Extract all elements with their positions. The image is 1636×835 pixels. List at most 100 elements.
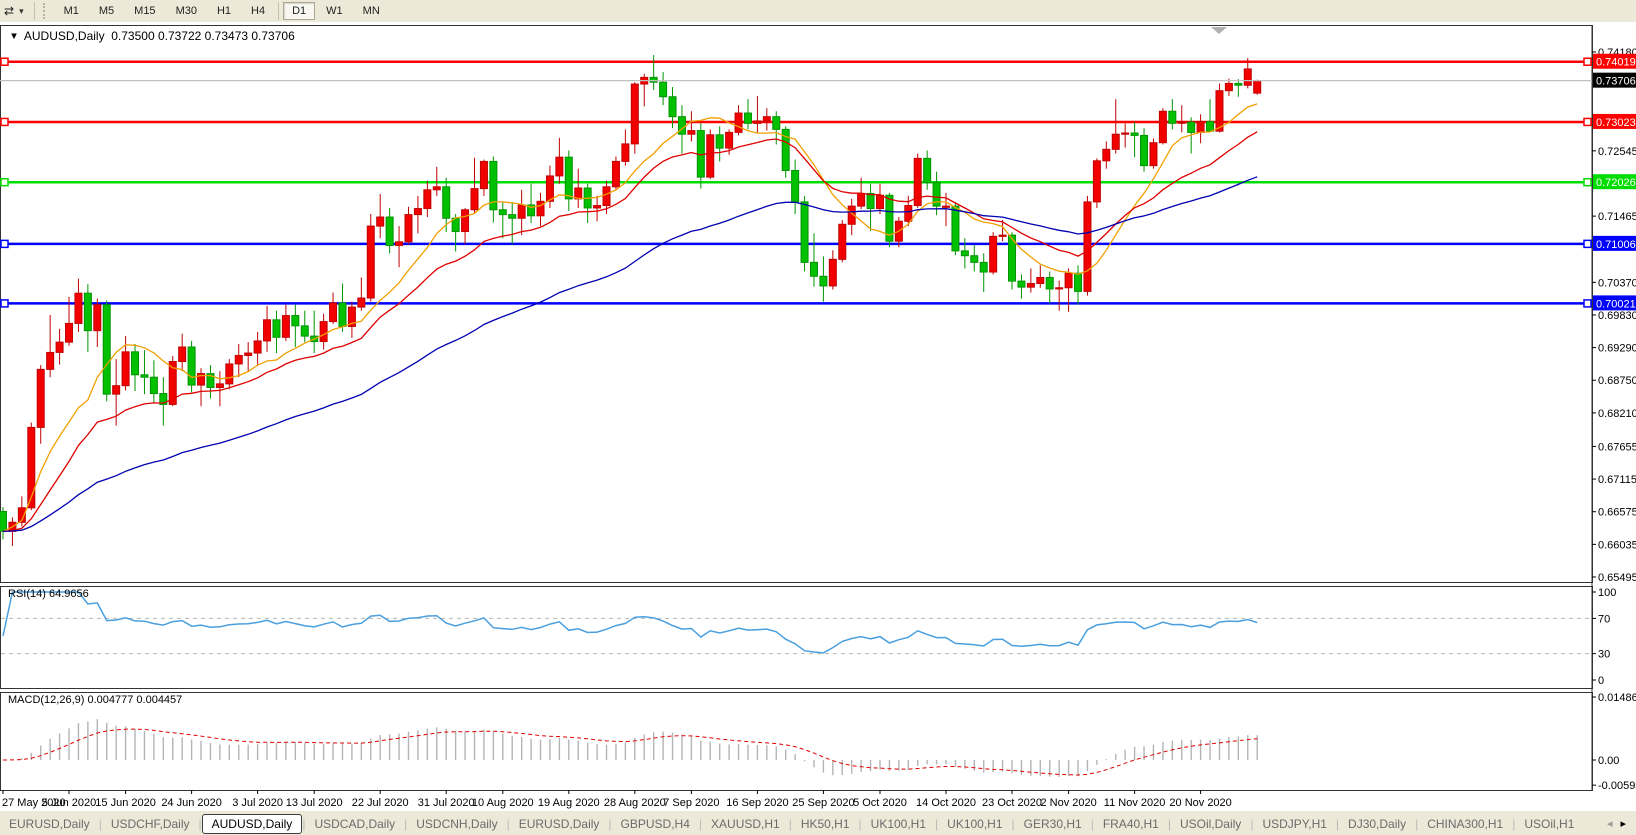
candle <box>404 214 413 243</box>
timeframe-button-H4[interactable]: H4 <box>251 5 266 17</box>
candle <box>593 205 602 209</box>
timeframe-button-M1[interactable]: M1 <box>63 5 79 17</box>
candle <box>1168 110 1177 124</box>
date-label: 20 Nov 2020 <box>1169 797 1231 809</box>
chart-tab-EURUSD-Daily[interactable]: EURUSD,Daily <box>9 816 90 831</box>
chart-shift-marker-icon[interactable] <box>1211 27 1227 34</box>
candle <box>1064 272 1073 289</box>
date-label: 27 May 2020 <box>2 797 66 809</box>
chart-tab-USDJPY-H1[interactable]: USDJPY,H1 <box>1262 816 1327 831</box>
candle <box>1177 121 1186 124</box>
candle <box>960 250 969 257</box>
candle <box>885 194 894 242</box>
price-level-label <box>1593 113 1636 129</box>
candle <box>998 234 1007 237</box>
chart-tab-USDCHF-Daily[interactable]: USDCHF,Daily <box>110 816 190 831</box>
timeframe-button-M15[interactable]: M15 <box>134 5 156 17</box>
candle <box>725 131 734 149</box>
tabs-scroll-right-icon[interactable]: ▸ <box>1620 818 1626 830</box>
candle <box>102 304 111 395</box>
tab-separator: | <box>1335 816 1340 831</box>
date-label: 2 Nov 2020 <box>1040 797 1096 809</box>
chart-tab-USOil-H1[interactable]: USOil,H1 <box>1524 816 1575 831</box>
cursor-tool-dropdown-icon[interactable]: ▾ <box>19 5 24 16</box>
candle <box>536 200 545 217</box>
price-level-value: 0.72026 <box>1596 177 1636 189</box>
price-tick-label: 0.68210 <box>1598 408 1636 420</box>
candle <box>847 205 856 225</box>
chart-tab-UK100-H1[interactable]: UK100,H1 <box>870 816 927 831</box>
candle <box>800 201 809 263</box>
date-label: 7 Sep 2020 <box>663 797 719 809</box>
line-handle[interactable] <box>0 177 9 187</box>
chart-tab-DJ30-Daily[interactable]: DJ30,Daily <box>1348 816 1407 831</box>
candle <box>489 160 498 211</box>
chart-tab-EURUSD-Daily[interactable]: EURUSD,Daily <box>518 816 600 831</box>
line-handle[interactable] <box>1583 239 1592 249</box>
tab-separator: | <box>608 816 612 831</box>
line-handle[interactable] <box>1583 177 1592 187</box>
candle <box>27 426 36 509</box>
timeframe-button-M30[interactable]: M30 <box>175 5 197 17</box>
timeframe-button-M5[interactable]: M5 <box>98 5 115 17</box>
candle <box>1017 280 1026 288</box>
chart-tab-FRA40-H1[interactable]: FRA40,H1 <box>1102 816 1159 831</box>
chart-tab-AUDUSD-Daily[interactable]: AUDUSD,Daily <box>201 813 303 834</box>
tabs-scroll-left-icon[interactable]: ◂ <box>1606 818 1613 830</box>
chart-tab-GER30-H1[interactable]: GER30,H1 <box>1023 816 1082 831</box>
timeframe-bar: M1 M5 M15 M30 H1 H4 D1 W1 MN <box>54 2 390 20</box>
tab-separator: | <box>1250 816 1254 831</box>
line-handle[interactable] <box>1583 57 1592 66</box>
candle <box>178 346 187 362</box>
timeframe-button-W1[interactable]: W1 <box>326 5 343 17</box>
chart-tab-XAUUSD-H1[interactable]: XAUUSD,H1 <box>711 816 780 831</box>
candle <box>913 157 922 207</box>
timeframe-button-D1[interactable]: D1 <box>283 2 316 20</box>
candle <box>630 83 639 145</box>
chart-tab-USOil-Daily[interactable]: USOil,Daily <box>1179 816 1242 831</box>
candle <box>734 112 743 133</box>
candle <box>1224 82 1233 92</box>
line-handle[interactable] <box>0 239 9 249</box>
line-handle[interactable] <box>1583 117 1592 127</box>
timeframe-button-H1[interactable]: H1 <box>216 5 232 17</box>
chart-tab-UK100-H1[interactable]: UK100,H1 <box>947 816 1003 831</box>
chart-tab-GBPUSD-H4[interactable]: GBPUSD,H4 <box>620 816 690 831</box>
candle <box>923 157 932 184</box>
candle <box>1253 80 1262 94</box>
line-handle[interactable] <box>1583 299 1592 308</box>
candle <box>809 261 818 277</box>
moving-average-mid <box>2 131 1258 533</box>
timeframe-button-MN[interactable]: MN <box>362 5 380 17</box>
candle <box>687 130 696 135</box>
tab-separator: | <box>788 816 792 831</box>
candle <box>168 360 177 405</box>
rsi-panel[interactable] <box>0 586 1593 689</box>
candle <box>272 319 281 338</box>
line-handle[interactable] <box>0 117 9 127</box>
cursor-tool-icon[interactable]: ⇄ <box>4 4 15 18</box>
candle <box>1158 110 1167 144</box>
chart-tab-HK50-H1[interactable]: HK50,H1 <box>800 816 850 831</box>
chart-tab-CHINA300-H1[interactable]: CHINA300,H1 <box>1427 816 1504 831</box>
tab-separator: | <box>1011 816 1015 831</box>
candle <box>875 194 884 210</box>
moving-average-slow <box>2 176 1258 533</box>
toolbar-separator <box>33 2 35 20</box>
line-handle[interactable] <box>0 57 9 66</box>
chart-tab-USDCNH-Daily[interactable]: USDCNH,Daily <box>416 816 498 831</box>
date-label: 5 Oct 2020 <box>853 797 907 809</box>
candle <box>932 182 941 207</box>
toolbar-grip[interactable] <box>42 3 49 19</box>
line-handle[interactable] <box>0 299 9 308</box>
candle <box>149 376 158 395</box>
candle <box>1055 287 1064 290</box>
candle <box>461 209 470 233</box>
candle <box>1140 134 1149 167</box>
toolbar: ⇄ ▾ M1 M5 M15 M30 H1 H4 D1 W1 MN <box>0 0 1636 23</box>
current-price-value: 0.73706 <box>1596 76 1636 88</box>
macd-panel[interactable] <box>0 692 1593 791</box>
candle <box>263 319 272 342</box>
chart-canvas[interactable]: 0.741800.725450.714650.703700.698300.692… <box>0 22 1636 810</box>
chart-tab-USDCAD-Daily[interactable]: USDCAD,Daily <box>314 816 396 831</box>
